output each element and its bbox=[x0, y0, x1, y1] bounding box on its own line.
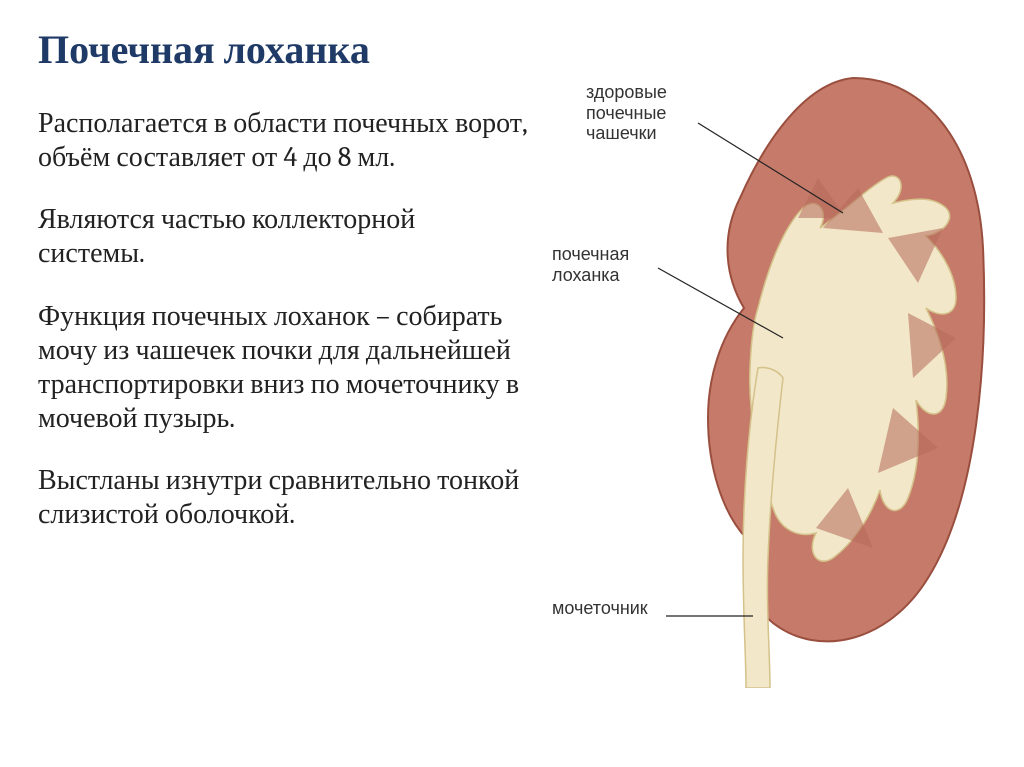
diagram-column: здоровые почечные чашечки почечная лохан… bbox=[548, 28, 988, 739]
label-ureter: мочеточник bbox=[552, 598, 672, 619]
kidney-diagram: здоровые почечные чашечки почечная лохан… bbox=[548, 68, 988, 688]
label-renal-pelvis: почечная лоханка bbox=[552, 244, 662, 285]
paragraph-3: Функция почечных лоханок – собирать мочу… bbox=[38, 299, 528, 436]
paragraph-4: Выстланы изнутри сравнительно тонкой сли… bbox=[38, 463, 528, 531]
kidney-svg bbox=[548, 68, 988, 688]
paragraph-1: Располагается в области почечных ворот, … bbox=[38, 106, 528, 174]
label-healthy-calyces: здоровые почечные чашечки bbox=[586, 82, 726, 144]
text-column: Почечная лоханка Располагается в области… bbox=[38, 28, 548, 739]
page-title: Почечная лоханка bbox=[38, 28, 528, 72]
paragraph-2: Являются частью коллекторной системы. bbox=[38, 202, 528, 270]
slide: Почечная лоханка Располагается в области… bbox=[0, 0, 1024, 767]
